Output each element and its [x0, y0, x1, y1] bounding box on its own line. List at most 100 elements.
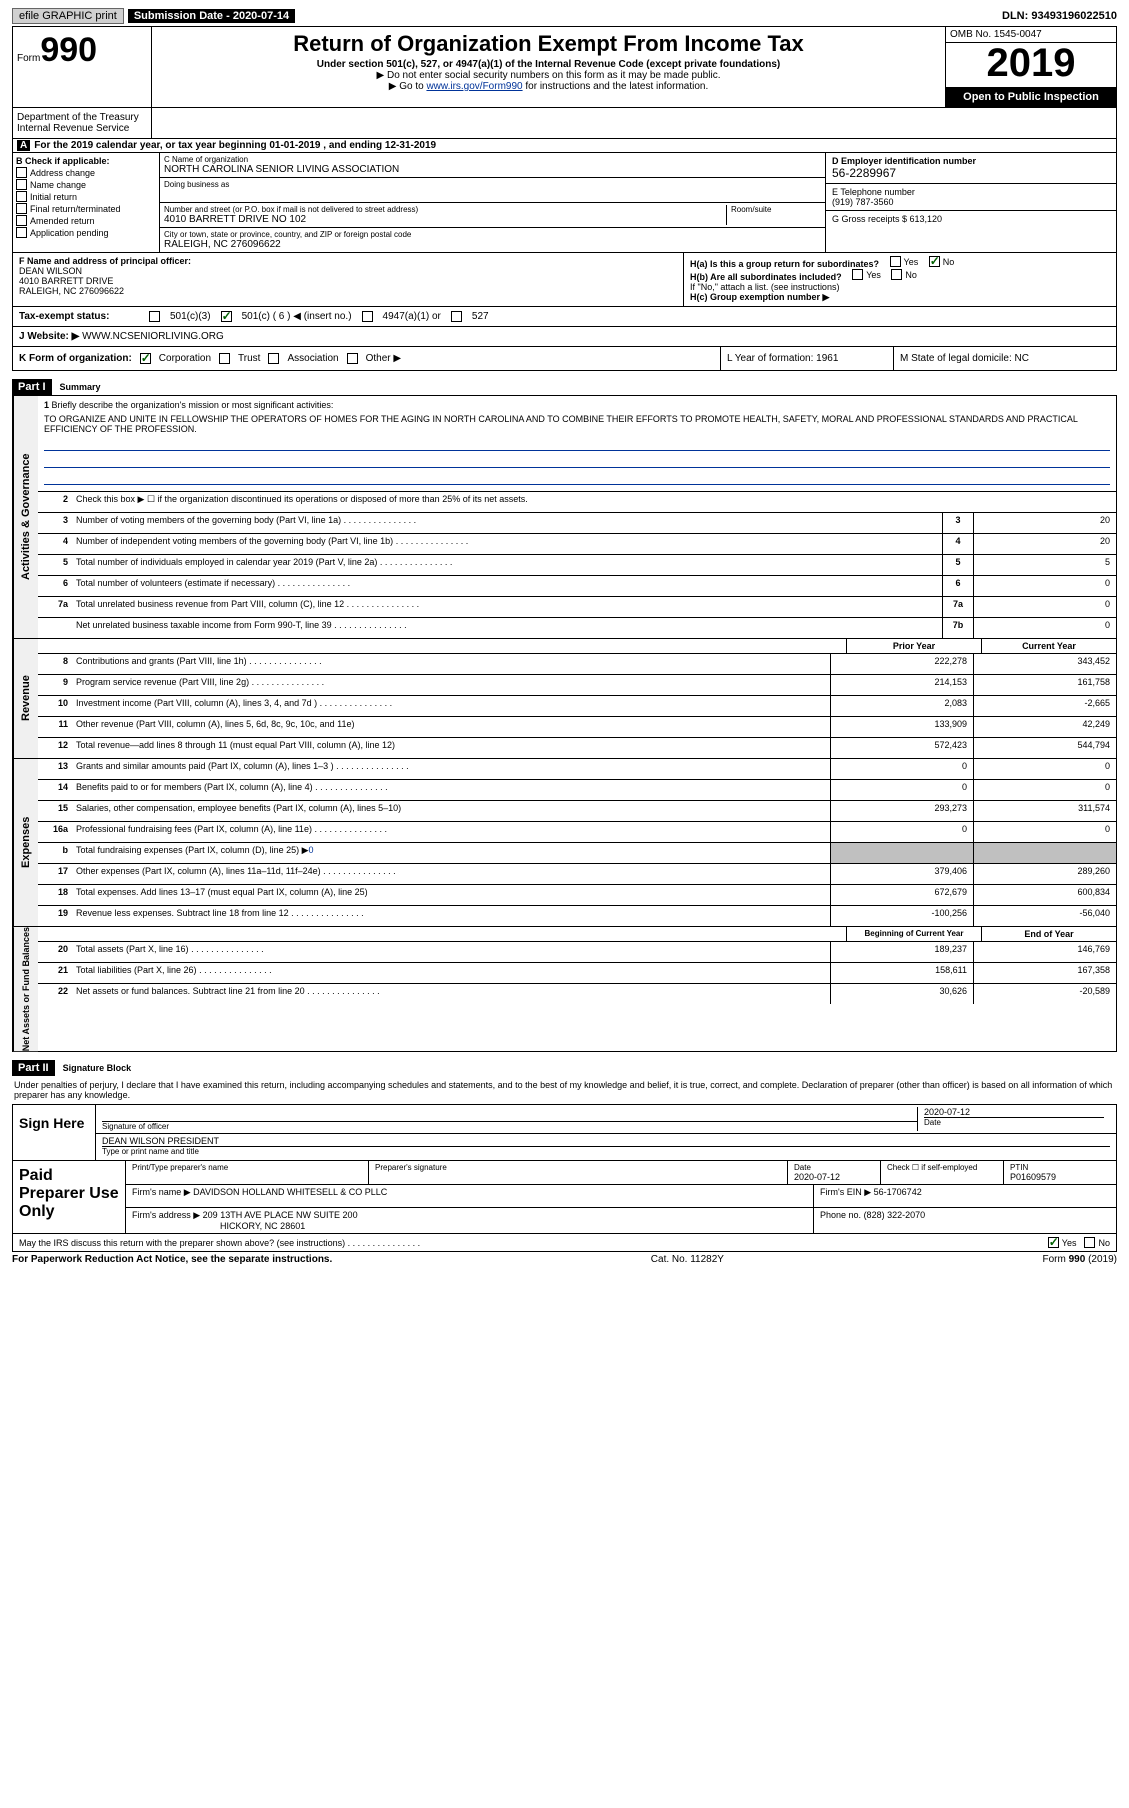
ha-no-checkbox[interactable]	[929, 256, 940, 267]
sig-date: 2020-07-12	[924, 1107, 1104, 1117]
line22-end: -20,589	[973, 984, 1116, 1004]
line21-end: 167,358	[973, 963, 1116, 983]
signature-intro: Under penalties of perjury, I declare th…	[12, 1076, 1117, 1104]
line16b-curr-shaded	[973, 843, 1116, 863]
hb-no-checkbox[interactable]	[891, 269, 902, 280]
line19-text: Revenue less expenses. Subtract line 18 …	[72, 906, 830, 926]
line10-prior: 2,083	[830, 696, 973, 716]
checkbox-app-pending[interactable]	[16, 227, 27, 238]
chk-corporation[interactable]	[140, 353, 151, 364]
ha-no: No	[943, 257, 955, 267]
line12-prior: 572,423	[830, 738, 973, 758]
opt-trust: Trust	[238, 353, 260, 364]
form-prefix: Form	[17, 53, 40, 64]
firm-name-label: Firm's name ▶	[132, 1187, 191, 1197]
line19-curr: -56,040	[973, 906, 1116, 926]
line11-text: Other revenue (Part VIII, column (A), li…	[72, 717, 830, 737]
line7a-text: Total unrelated business revenue from Pa…	[72, 597, 942, 617]
line7b-text: Net unrelated business taxable income fr…	[72, 618, 942, 638]
ptin-value: P01609579	[1010, 1172, 1110, 1182]
org-name: NORTH CAROLINA SENIOR LIVING ASSOCIATION	[164, 164, 821, 175]
line15-prior: 293,273	[830, 801, 973, 821]
efile-button[interactable]: efile GRAPHIC print	[12, 8, 124, 24]
end-year-header: End of Year	[981, 927, 1116, 941]
chk-527[interactable]	[451, 311, 462, 322]
discuss-no: No	[1098, 1238, 1110, 1248]
section-b-grid: B Check if applicable: Address change Na…	[12, 153, 1117, 253]
line16b-val: 0	[309, 845, 314, 855]
tax-status-label: Tax-exempt status:	[19, 311, 139, 322]
discuss-no-checkbox[interactable]	[1084, 1237, 1095, 1248]
mission-text: TO ORGANIZE AND UNITE IN FELLOWSHIP THE …	[44, 414, 1110, 434]
dln-label: DLN: 93493196022510	[1002, 10, 1117, 22]
chk-501c[interactable]	[221, 311, 232, 322]
hb-yes-checkbox[interactable]	[852, 269, 863, 280]
chk-4947[interactable]	[362, 311, 373, 322]
firm-ein-label: Firm's EIN ▶	[820, 1187, 871, 1197]
tax-year: 2019	[946, 43, 1116, 87]
firm-addr1: 209 13TH AVE PLACE NW SUITE 200	[203, 1210, 358, 1220]
discuss-yes-checkbox[interactable]	[1048, 1237, 1059, 1248]
date-label: Date	[924, 1117, 1104, 1127]
line12-text: Total revenue—add lines 8 through 11 (mu…	[72, 738, 830, 758]
ein-label: D Employer identification number	[832, 156, 1110, 166]
top-toolbar: efile GRAPHIC print Submission Date - 20…	[12, 8, 1117, 24]
org-name-label: C Name of organization	[164, 155, 821, 164]
telephone-label: E Telephone number	[832, 187, 1110, 197]
officer-printed-name: DEAN WILSON PRESIDENT	[102, 1136, 1110, 1146]
prep-check-label: Check ☐ if self-employed	[887, 1163, 997, 1172]
opt-amended: Amended return	[30, 216, 95, 226]
checkbox-address-change[interactable]	[16, 167, 27, 178]
hb-yes: Yes	[866, 270, 881, 280]
part2-title: Signature Block	[63, 1063, 132, 1073]
chk-other[interactable]	[347, 353, 358, 364]
principal-officer-label: F Name and address of principal officer:	[19, 256, 677, 266]
ha-yes-checkbox[interactable]	[890, 256, 901, 267]
gross-receipts: G Gross receipts $ 613,120	[832, 214, 1110, 224]
line10-text: Investment income (Part VIII, column (A)…	[72, 696, 830, 716]
line1-label: Briefly describe the organization's miss…	[52, 400, 334, 410]
checkbox-initial-return[interactable]	[16, 191, 27, 202]
form-title: Return of Organization Exempt From Incom…	[158, 31, 939, 57]
opt-501c3: 501(c)(3)	[170, 311, 211, 322]
checkbox-name-change[interactable]	[16, 179, 27, 190]
line18-prior: 672,679	[830, 885, 973, 905]
line17-curr: 289,260	[973, 864, 1116, 884]
opt-assoc: Association	[287, 353, 338, 364]
line19-prior: -100,256	[830, 906, 973, 926]
prep-name-header: Print/Type preparer's name	[132, 1163, 362, 1172]
line12-curr: 544,794	[973, 738, 1116, 758]
checkbox-amended[interactable]	[16, 215, 27, 226]
line4-val: 20	[973, 534, 1116, 554]
line17-prior: 379,406	[830, 864, 973, 884]
revenue-tab: Revenue	[13, 639, 38, 758]
chk-trust[interactable]	[219, 353, 230, 364]
line20-text: Total assets (Part X, line 16)	[72, 942, 830, 962]
line9-prior: 214,153	[830, 675, 973, 695]
line16a-curr: 0	[973, 822, 1116, 842]
line15-text: Salaries, other compensation, employee b…	[72, 801, 830, 821]
open-public-badge: Open to Public Inspection	[946, 87, 1116, 107]
phone-value: (828) 322-2070	[864, 1210, 926, 1220]
irs-link[interactable]: www.irs.gov/Form990	[426, 81, 522, 92]
opt-initial-return: Initial return	[30, 192, 77, 202]
line9-curr: 161,758	[973, 675, 1116, 695]
row-a-tax-year: AFor the 2019 calendar year, or tax year…	[12, 139, 1117, 153]
goto-post: for instructions and the latest informat…	[523, 81, 709, 92]
ein-value: 56-2289967	[832, 166, 1110, 180]
check-if-applicable-label: B Check if applicable:	[16, 156, 156, 166]
opt-other: Other ▶	[366, 353, 401, 364]
chk-association[interactable]	[268, 353, 279, 364]
beg-year-header: Beginning of Current Year	[846, 927, 981, 941]
chk-501c3[interactable]	[149, 311, 160, 322]
line6-val: 0	[973, 576, 1116, 596]
checkbox-final-return[interactable]	[16, 203, 27, 214]
line16a-text: Professional fundraising fees (Part IX, …	[72, 822, 830, 842]
discuss-question: May the IRS discuss this return with the…	[19, 1238, 420, 1248]
officer-name-label: Type or print name and title	[102, 1146, 1110, 1156]
line7b-val: 0	[973, 618, 1116, 638]
officer-addr2: RALEIGH, NC 276096622	[19, 286, 677, 296]
form-header: Form990 Return of Organization Exempt Fr…	[12, 26, 1117, 108]
form-note-ssn: ▶ Do not enter social security numbers o…	[158, 70, 939, 81]
state-domicile: M State of legal domicile: NC	[893, 347, 1116, 370]
